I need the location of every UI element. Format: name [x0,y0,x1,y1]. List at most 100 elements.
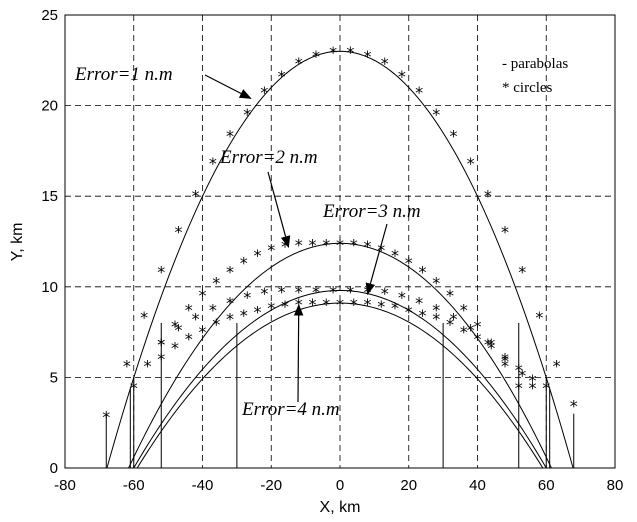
circle-marker-2: * [212,273,220,292]
circle-marker-2: * [474,317,482,336]
circle-marker-2: * [350,235,358,254]
circle-marker-3: * [518,366,526,385]
x-tick-label: 0 [336,477,344,494]
circle-marker-2: * [226,262,234,281]
circle-marker-2: * [144,357,152,376]
circle-marker-3: * [226,293,234,312]
x-tick-label: 20 [400,477,417,494]
circle-marker-4: * [391,299,399,318]
circle-marker-2: * [446,286,454,305]
circle-marker-4: * [171,339,179,358]
circle-marker-3: * [381,284,389,303]
circle-marker-4: * [377,297,385,316]
y-tick-label: 10 [41,279,58,296]
circle-marker-1: * [226,127,234,146]
circle-marker-1: * [381,54,389,73]
circle-marker-4: * [309,295,317,314]
circle-marker-1: * [312,47,320,66]
circle-marker-2: * [157,335,165,354]
y-tick-label: 20 [41,98,58,115]
circle-marker-2: * [295,235,303,254]
circle-marker-1: * [243,105,251,124]
y-tick-label: 25 [41,7,58,24]
circle-marker-2: * [377,241,385,260]
circle-marker-1: * [329,43,337,62]
circle-marker-3: * [449,310,457,329]
circle-marker-2: * [529,378,537,397]
circle-marker-4: * [487,339,495,358]
circle-marker-3: * [432,301,440,320]
circle-marker-2: * [487,335,495,354]
annotation-arrow-4 [293,303,304,403]
circle-marker-3: * [243,288,251,307]
circle-marker-3: * [501,351,509,370]
circle-marker-1: * [553,357,561,376]
circle-marker-4: * [212,315,220,334]
circle-marker-4: * [199,322,207,341]
circle-marker-4: * [254,302,262,321]
annotation-error-3: Error=3 n.m [322,201,421,222]
circle-marker-4: * [501,349,509,368]
circle-marker-4: * [529,371,537,390]
circle-marker-4: * [460,322,468,341]
annotation-error-2: Error=2 n.m [219,147,318,168]
circle-marker-4: * [185,330,193,349]
annotation-error-4: Error=4 n.m [241,399,340,420]
circle-marker-4: * [515,360,523,379]
circle-marker-2: * [336,235,344,254]
circle-marker-4: * [240,306,248,325]
circle-marker-2: * [419,262,427,281]
x-tick-label: -40 [192,477,214,494]
circle-marker-1: * [535,308,543,327]
circle-marker-4: * [226,310,234,329]
series-line-1 [106,50,574,469]
circle-marker-4: * [281,297,289,316]
circle-marker-3: * [346,282,354,301]
circle-marker-1: * [484,186,492,205]
circle-marker-2: * [515,378,523,397]
circle-marker-3: * [467,320,475,339]
circle-marker-3: * [260,284,268,303]
circle-marker-2: * [542,378,550,397]
circle-marker-1: * [364,47,372,66]
circle-marker-3: * [312,282,320,301]
circle-marker-4: * [157,349,165,368]
circle-marker-2: * [309,235,317,254]
circle-marker-4: * [446,315,454,334]
circle-marker-4: * [350,295,358,314]
circle-marker-2: * [364,237,372,256]
circle-marker-1: * [260,83,268,102]
circle-marker-3: * [192,310,200,329]
circle-marker-3: * [398,288,406,307]
circle-marker-2: * [254,246,262,265]
circle-marker-1: * [432,105,440,124]
circle-marker-1: * [209,154,217,173]
circle-marker-2: * [322,235,330,254]
annotation-arrow-1 [204,74,252,99]
annotation-arrow-2 [267,171,291,249]
circle-marker-4: * [419,306,427,325]
circle-marker-1: * [415,83,423,102]
circle-marker-2: * [130,378,138,397]
annotation-error-1: Error=1 n.m [74,64,173,85]
circle-marker-4: * [364,295,372,314]
annotation-arrow-3 [365,223,388,296]
circle-marker-2: * [199,286,207,305]
circle-marker-2: * [240,253,248,272]
x-tick-label: 80 [607,477,624,494]
circle-marker-1: * [346,43,354,62]
circle-marker-1: * [570,397,578,416]
circle-marker-3: * [278,282,286,301]
circle-marker-1: * [102,407,110,426]
legend-entry-circles: * circles [502,80,553,96]
circle-marker-2: * [391,246,399,265]
y-tick-label: 5 [50,369,58,386]
circle-marker-2: * [185,301,193,320]
legend: - parabolas * circles [502,56,568,96]
circle-marker-4: * [322,295,330,314]
plot-frame [64,14,616,469]
circle-marker-3: * [329,282,337,301]
marker-layer: ************ * * * * ******************** * * * *… [102,43,578,426]
circle-marker-4: * [474,330,482,349]
